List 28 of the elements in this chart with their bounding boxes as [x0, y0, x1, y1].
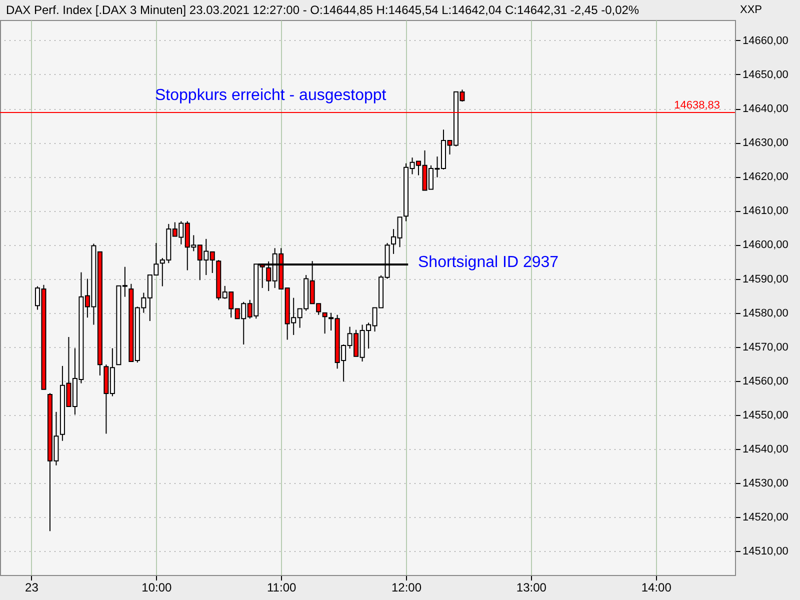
- y-tick-label: 14540,00: [742, 444, 788, 456]
- y-tick-label: 14630,00: [742, 137, 788, 150]
- annotation: Shortsignal ID 2937: [418, 254, 559, 271]
- annotation: Stoppkurs erreicht - ausgestoppt: [155, 87, 387, 104]
- x-tick-label: 10:00: [142, 580, 172, 594]
- y-tick-label: 14590,00: [742, 273, 788, 286]
- x-tick-label: 11:00: [267, 580, 296, 594]
- y-tick-label: 14580,00: [742, 307, 788, 320]
- y-tick-label: 14510,00: [742, 546, 788, 558]
- y-tick-label: 14530,00: [742, 478, 788, 490]
- y-tick-label: 14660,00: [742, 34, 788, 47]
- y-tick-label: 14600,00: [742, 239, 788, 252]
- y-tick-label: 14570,00: [742, 341, 788, 354]
- y-tick-label: 14640,00: [742, 103, 788, 116]
- candlestick: [322, 312, 328, 334]
- y-tick-label: 14560,00: [742, 375, 788, 388]
- x-tick-label: 14:00: [641, 580, 672, 594]
- x-tick-label: 12:00: [392, 580, 422, 594]
- y-tick-label: 14550,00: [742, 409, 788, 422]
- y-tick-label: 14610,00: [742, 205, 788, 218]
- y-tick-label: 14650,00: [742, 68, 788, 81]
- x-tick-label: 23: [25, 580, 39, 594]
- chart-title: DAX Perf. Index [.DAX 3 Minuten] 23.03.2021 12:27:00 - O:14644,85 H:14645,54 L:14642,04 C:14642,31 -2,45 -0,02%: [6, 3, 640, 17]
- ref-line-label: 14638,83: [674, 100, 720, 112]
- text: XXP: [740, 4, 762, 16]
- y-tick-label: 14520,00: [742, 512, 788, 524]
- y-tick-label: 14620,00: [742, 171, 788, 184]
- x-tick-label: 13:00: [516, 580, 547, 594]
